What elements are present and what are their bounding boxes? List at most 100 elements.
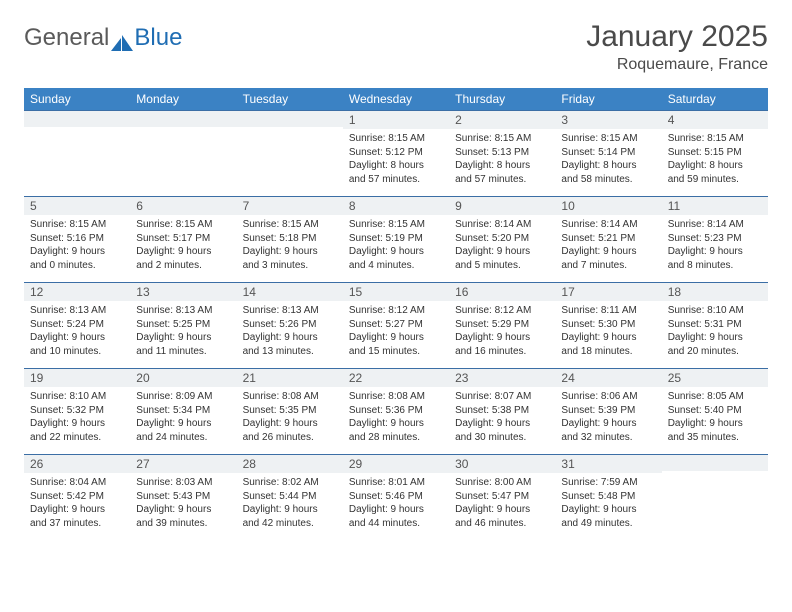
sunset-text: Sunset: 5:15 PM — [668, 146, 762, 160]
day-details: Sunrise: 8:09 AMSunset: 5:34 PMDaylight:… — [130, 387, 236, 448]
calendar-day-cell: 16Sunrise: 8:12 AMSunset: 5:29 PMDayligh… — [449, 283, 555, 369]
day-number — [237, 111, 343, 127]
day-number: 17 — [555, 283, 661, 301]
brand-part2: Blue — [134, 24, 182, 52]
sunrise-text: Sunrise: 8:15 AM — [243, 218, 337, 232]
day-details: Sunrise: 8:15 AMSunset: 5:17 PMDaylight:… — [130, 215, 236, 276]
day-number: 7 — [237, 197, 343, 215]
day-details: Sunrise: 8:10 AMSunset: 5:31 PMDaylight:… — [662, 301, 768, 362]
weekday-header: Saturday — [662, 88, 768, 111]
day-details: Sunrise: 8:12 AMSunset: 5:29 PMDaylight:… — [449, 301, 555, 362]
daylight-text: Daylight: 9 hours and 46 minutes. — [455, 503, 549, 530]
sunset-text: Sunset: 5:27 PM — [349, 318, 443, 332]
weekday-header: Wednesday — [343, 88, 449, 111]
sunrise-text: Sunrise: 8:14 AM — [668, 218, 762, 232]
sunrise-text: Sunrise: 8:05 AM — [668, 390, 762, 404]
day-number: 10 — [555, 197, 661, 215]
day-number: 19 — [24, 369, 130, 387]
day-number: 28 — [237, 455, 343, 473]
sunrise-text: Sunrise: 8:15 AM — [136, 218, 230, 232]
calendar-day-cell: 12Sunrise: 8:13 AMSunset: 5:24 PMDayligh… — [24, 283, 130, 369]
calendar-day-cell — [24, 111, 130, 197]
sunrise-text: Sunrise: 7:59 AM — [561, 476, 655, 490]
day-details: Sunrise: 8:00 AMSunset: 5:47 PMDaylight:… — [449, 473, 555, 534]
calendar-day-cell: 31Sunrise: 7:59 AMSunset: 5:48 PMDayligh… — [555, 455, 661, 541]
day-details: Sunrise: 8:05 AMSunset: 5:40 PMDaylight:… — [662, 387, 768, 448]
sunset-text: Sunset: 5:26 PM — [243, 318, 337, 332]
sunset-text: Sunset: 5:20 PM — [455, 232, 549, 246]
sail-icon — [111, 30, 133, 46]
daylight-text: Daylight: 9 hours and 7 minutes. — [561, 245, 655, 272]
day-number: 9 — [449, 197, 555, 215]
day-number: 24 — [555, 369, 661, 387]
sunrise-text: Sunrise: 8:15 AM — [561, 132, 655, 146]
sunrise-text: Sunrise: 8:12 AM — [349, 304, 443, 318]
calendar-day-cell — [237, 111, 343, 197]
calendar-table: Sunday Monday Tuesday Wednesday Thursday… — [24, 88, 768, 541]
weekday-header: Tuesday — [237, 88, 343, 111]
calendar-day-cell: 20Sunrise: 8:09 AMSunset: 5:34 PMDayligh… — [130, 369, 236, 455]
day-number: 21 — [237, 369, 343, 387]
calendar-week-row: 1Sunrise: 8:15 AMSunset: 5:12 PMDaylight… — [24, 111, 768, 197]
day-number: 16 — [449, 283, 555, 301]
sunset-text: Sunset: 5:36 PM — [349, 404, 443, 418]
daylight-text: Daylight: 9 hours and 32 minutes. — [561, 417, 655, 444]
calendar-day-cell: 28Sunrise: 8:02 AMSunset: 5:44 PMDayligh… — [237, 455, 343, 541]
daylight-text: Daylight: 9 hours and 0 minutes. — [30, 245, 124, 272]
daylight-text: Daylight: 9 hours and 24 minutes. — [136, 417, 230, 444]
calendar-day-cell: 25Sunrise: 8:05 AMSunset: 5:40 PMDayligh… — [662, 369, 768, 455]
calendar-day-cell: 5Sunrise: 8:15 AMSunset: 5:16 PMDaylight… — [24, 197, 130, 283]
day-details: Sunrise: 8:12 AMSunset: 5:27 PMDaylight:… — [343, 301, 449, 362]
sunrise-text: Sunrise: 8:15 AM — [349, 218, 443, 232]
day-number: 29 — [343, 455, 449, 473]
daylight-text: Daylight: 9 hours and 26 minutes. — [243, 417, 337, 444]
day-details: Sunrise: 8:14 AMSunset: 5:23 PMDaylight:… — [662, 215, 768, 276]
sunset-text: Sunset: 5:44 PM — [243, 490, 337, 504]
sunrise-text: Sunrise: 8:02 AM — [243, 476, 337, 490]
calendar-day-cell: 19Sunrise: 8:10 AMSunset: 5:32 PMDayligh… — [24, 369, 130, 455]
day-details: Sunrise: 8:08 AMSunset: 5:36 PMDaylight:… — [343, 387, 449, 448]
calendar-body: 1Sunrise: 8:15 AMSunset: 5:12 PMDaylight… — [24, 111, 768, 541]
calendar-day-cell — [662, 455, 768, 541]
day-number — [130, 111, 236, 127]
calendar-day-cell: 13Sunrise: 8:13 AMSunset: 5:25 PMDayligh… — [130, 283, 236, 369]
sunset-text: Sunset: 5:16 PM — [30, 232, 124, 246]
calendar-day-cell: 9Sunrise: 8:14 AMSunset: 5:20 PMDaylight… — [449, 197, 555, 283]
day-details: Sunrise: 8:07 AMSunset: 5:38 PMDaylight:… — [449, 387, 555, 448]
day-details: Sunrise: 8:15 AMSunset: 5:19 PMDaylight:… — [343, 215, 449, 276]
sunset-text: Sunset: 5:39 PM — [561, 404, 655, 418]
daylight-text: Daylight: 9 hours and 28 minutes. — [349, 417, 443, 444]
calendar-day-cell: 30Sunrise: 8:00 AMSunset: 5:47 PMDayligh… — [449, 455, 555, 541]
calendar-day-cell: 11Sunrise: 8:14 AMSunset: 5:23 PMDayligh… — [662, 197, 768, 283]
daylight-text: Daylight: 9 hours and 5 minutes. — [455, 245, 549, 272]
sunrise-text: Sunrise: 8:06 AM — [561, 390, 655, 404]
brand-part1: General — [24, 24, 109, 52]
sunset-text: Sunset: 5:34 PM — [136, 404, 230, 418]
location-label: Roquemaure, France — [586, 56, 768, 74]
sunset-text: Sunset: 5:13 PM — [455, 146, 549, 160]
sunset-text: Sunset: 5:23 PM — [668, 232, 762, 246]
sunset-text: Sunset: 5:30 PM — [561, 318, 655, 332]
day-details: Sunrise: 8:04 AMSunset: 5:42 PMDaylight:… — [24, 473, 130, 534]
calendar-day-cell: 26Sunrise: 8:04 AMSunset: 5:42 PMDayligh… — [24, 455, 130, 541]
daylight-text: Daylight: 9 hours and 49 minutes. — [561, 503, 655, 530]
day-details: Sunrise: 8:14 AMSunset: 5:20 PMDaylight:… — [449, 215, 555, 276]
sunrise-text: Sunrise: 8:11 AM — [561, 304, 655, 318]
calendar-week-row: 5Sunrise: 8:15 AMSunset: 5:16 PMDaylight… — [24, 197, 768, 283]
sunrise-text: Sunrise: 8:00 AM — [455, 476, 549, 490]
day-details: Sunrise: 8:13 AMSunset: 5:25 PMDaylight:… — [130, 301, 236, 362]
sunrise-text: Sunrise: 8:03 AM — [136, 476, 230, 490]
calendar-day-cell: 17Sunrise: 8:11 AMSunset: 5:30 PMDayligh… — [555, 283, 661, 369]
daylight-text: Daylight: 9 hours and 11 minutes. — [136, 331, 230, 358]
calendar-week-row: 26Sunrise: 8:04 AMSunset: 5:42 PMDayligh… — [24, 455, 768, 541]
sunrise-text: Sunrise: 8:04 AM — [30, 476, 124, 490]
sunrise-text: Sunrise: 8:08 AM — [243, 390, 337, 404]
sunset-text: Sunset: 5:31 PM — [668, 318, 762, 332]
daylight-text: Daylight: 8 hours and 59 minutes. — [668, 159, 762, 186]
sunset-text: Sunset: 5:43 PM — [136, 490, 230, 504]
sunrise-text: Sunrise: 8:15 AM — [349, 132, 443, 146]
calendar-day-cell: 3Sunrise: 8:15 AMSunset: 5:14 PMDaylight… — [555, 111, 661, 197]
daylight-text: Daylight: 9 hours and 44 minutes. — [349, 503, 443, 530]
sunset-text: Sunset: 5:32 PM — [30, 404, 124, 418]
day-number — [662, 455, 768, 471]
